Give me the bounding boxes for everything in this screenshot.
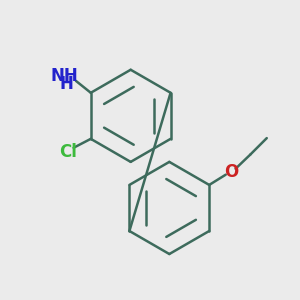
Text: NH: NH xyxy=(51,67,79,85)
Text: H: H xyxy=(59,75,73,93)
Text: O: O xyxy=(224,163,238,181)
Text: Cl: Cl xyxy=(59,143,76,161)
